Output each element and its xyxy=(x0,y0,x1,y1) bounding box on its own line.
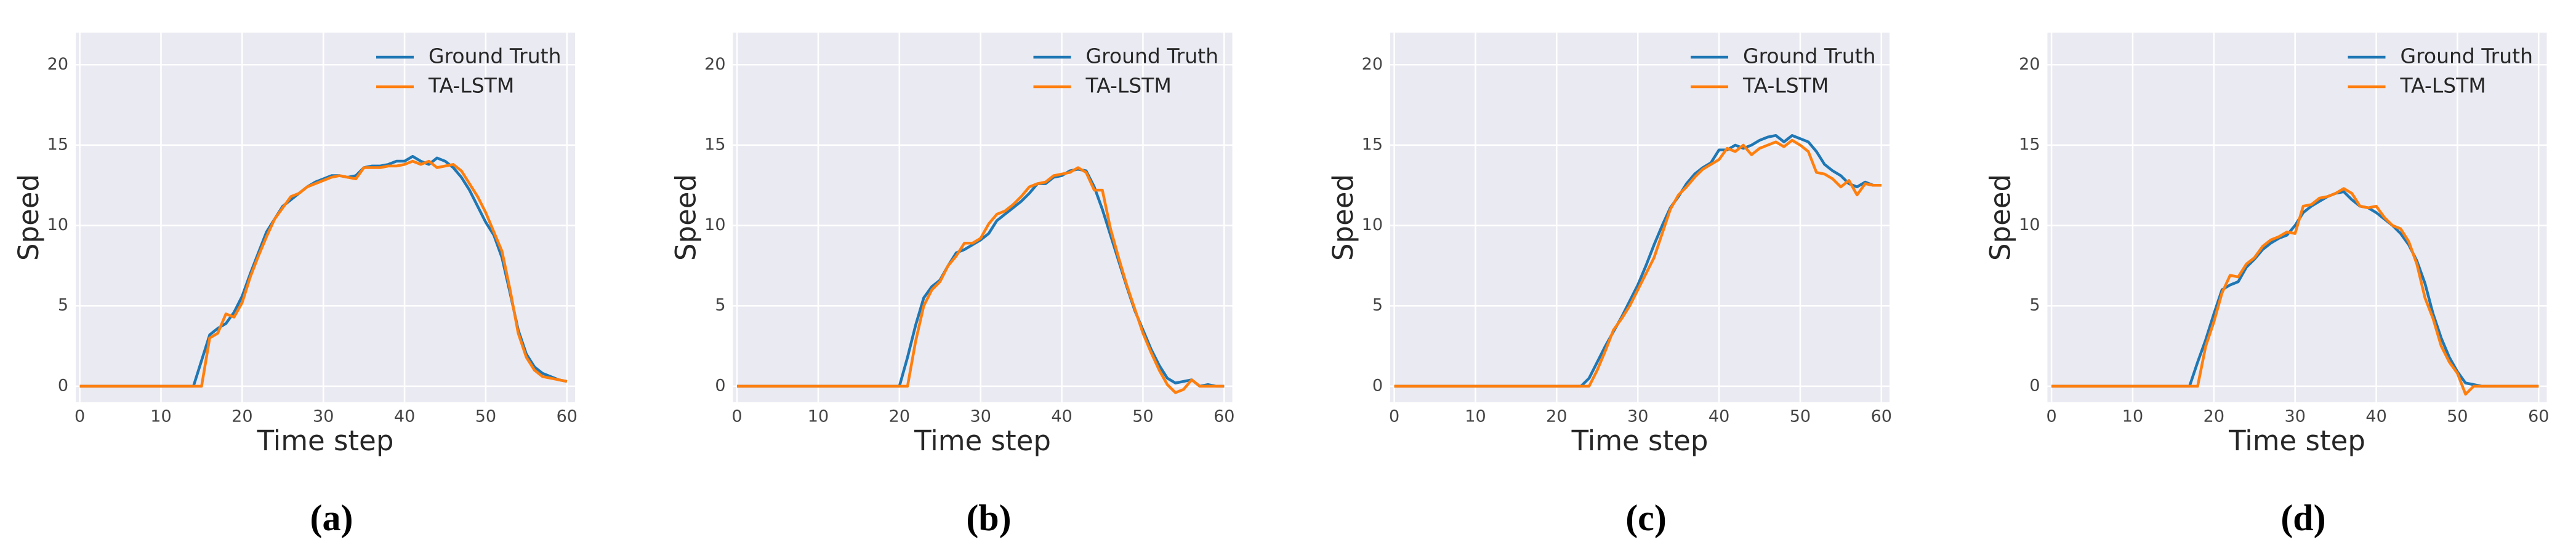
caption: (c) xyxy=(1625,498,1667,538)
x-tick-label: 50 xyxy=(475,407,496,426)
y-tick-label: 5 xyxy=(1372,296,1383,315)
x-tick-label: 60 xyxy=(2528,407,2549,426)
x-tick-label: 30 xyxy=(1627,407,1648,426)
y-tick-label: 10 xyxy=(47,215,68,234)
legend-label: Ground Truth xyxy=(429,44,561,68)
series-line xyxy=(737,166,1225,394)
x-tick-label: 40 xyxy=(394,407,415,426)
series-line xyxy=(2051,187,2539,396)
legend-label: TA-LSTM xyxy=(1085,74,1172,98)
y-tick-label: 5 xyxy=(58,296,68,315)
x-axis-label: Time step xyxy=(2228,424,2365,457)
plot-background xyxy=(2047,33,2547,402)
x-tick-label: 50 xyxy=(1132,407,1153,426)
x-tick-label: 40 xyxy=(2365,407,2386,426)
y-tick-label: 20 xyxy=(704,55,725,74)
chart-panel: 0 10 20 30 40 50 60 0 5 10 15 20 Ground Truth TA-LSTM… xyxy=(12,33,578,538)
y-tick-label: 0 xyxy=(715,376,725,395)
y-tick-label: 15 xyxy=(704,135,725,154)
x-tick-label: 20 xyxy=(1546,407,1567,426)
plot-background xyxy=(76,33,575,402)
y-tick-label: 15 xyxy=(1362,135,1383,154)
x-tick-label: 10 xyxy=(808,407,829,426)
y-axis-label: Speed xyxy=(1327,174,1359,261)
caption: (a) xyxy=(310,498,353,538)
y-tick-label: 15 xyxy=(47,135,68,154)
x-tick-label: 20 xyxy=(231,407,252,426)
chart-panel: 0 10 20 30 40 50 60 0 5 10 15 20 Ground Truth TA-LSTM… xyxy=(1984,33,2549,538)
legend-label: TA-LSTM xyxy=(2400,74,2486,98)
caption: (d) xyxy=(2280,498,2325,538)
legend-label: Ground Truth xyxy=(2401,44,2534,68)
x-tick-label: 50 xyxy=(1790,407,1811,426)
y-axis-label: Speed xyxy=(12,174,45,261)
plot-background xyxy=(1390,33,1890,402)
legend-label: Ground Truth xyxy=(1743,44,1876,68)
x-tick-label: 10 xyxy=(150,407,171,426)
x-tick-label: 60 xyxy=(1871,407,1892,426)
x-tick-label: 0 xyxy=(2046,407,2056,426)
y-tick-label: 20 xyxy=(1362,55,1383,74)
y-tick-label: 10 xyxy=(1362,215,1383,234)
x-tick-label: 20 xyxy=(2204,407,2224,426)
x-tick-label: 60 xyxy=(557,407,578,426)
x-tick-label: 0 xyxy=(1389,407,1399,426)
x-tick-label: 0 xyxy=(731,407,742,426)
y-tick-label: 20 xyxy=(2019,55,2040,74)
x-tick-label: 0 xyxy=(74,407,85,426)
x-axis-label: Time step xyxy=(257,424,394,457)
x-tick-label: 30 xyxy=(2285,407,2306,426)
legend-label: Ground Truth xyxy=(1086,44,1219,68)
y-tick-label: 0 xyxy=(2029,376,2040,395)
series-line xyxy=(1394,138,1882,388)
legend-label: TA-LSTM xyxy=(1742,74,1829,98)
caption: (b) xyxy=(966,498,1011,538)
x-tick-label: 30 xyxy=(313,407,334,426)
legend-label: TA-LSTM xyxy=(428,74,514,98)
plot-background xyxy=(733,33,1233,402)
y-tick-label: 10 xyxy=(704,215,725,234)
x-tick-label: 10 xyxy=(1465,407,1486,426)
x-tick-label: 20 xyxy=(889,407,910,426)
y-axis-label: Speed xyxy=(670,174,702,261)
y-tick-label: 0 xyxy=(58,376,68,395)
x-axis-label: Time step xyxy=(1571,424,1709,457)
x-tick-label: 10 xyxy=(2122,407,2143,426)
series-line xyxy=(79,159,568,388)
x-tick-label: 50 xyxy=(2447,407,2468,426)
x-tick-label: 40 xyxy=(1709,407,1729,426)
y-tick-label: 15 xyxy=(2019,135,2040,154)
x-tick-label: 60 xyxy=(1214,407,1234,426)
y-tick-label: 10 xyxy=(2019,215,2040,234)
x-tick-label: 30 xyxy=(970,407,991,426)
chart-panel: 0 10 20 30 40 50 60 0 5 10 15 20 Ground Truth TA-LSTM… xyxy=(670,33,1234,538)
chart-panel: 0 10 20 30 40 50 60 0 5 10 15 20 Ground Truth TA-LSTM… xyxy=(1327,33,1892,538)
y-tick-label: 5 xyxy=(715,296,725,315)
y-tick-label: 0 xyxy=(1372,376,1383,395)
y-tick-label: 20 xyxy=(47,55,68,74)
x-tick-label: 40 xyxy=(1051,407,1072,426)
y-axis-label: Speed xyxy=(1984,174,2017,261)
x-axis-label: Time step xyxy=(914,424,1051,457)
y-tick-label: 5 xyxy=(2029,296,2040,315)
